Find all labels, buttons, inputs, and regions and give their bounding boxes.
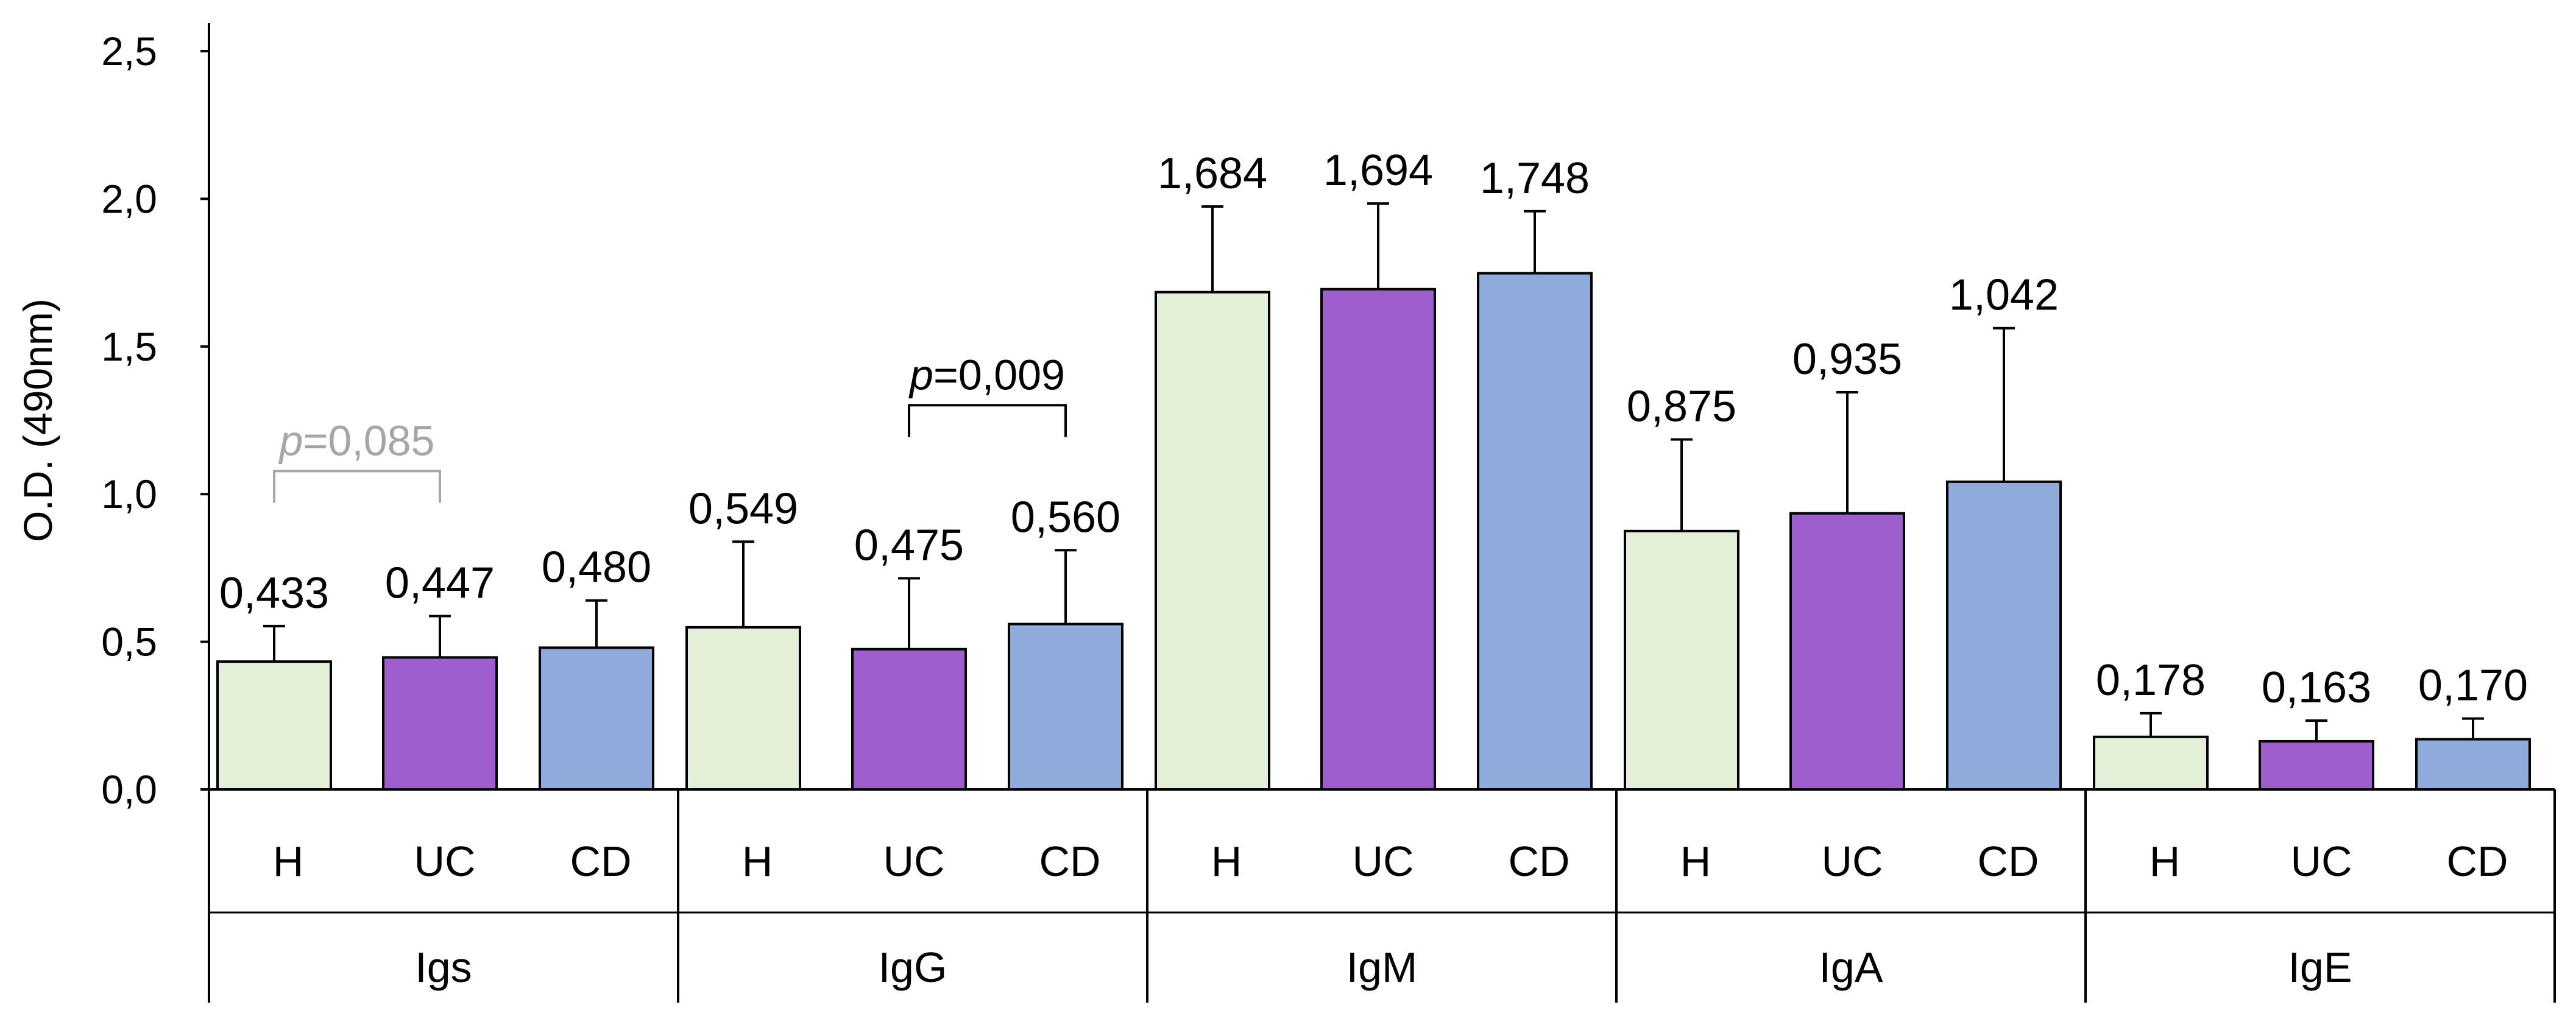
y-tick-label: 1,0 — [101, 471, 157, 517]
bar-igm-h — [1155, 291, 1270, 791]
category-label: UC — [1821, 838, 1883, 885]
data-label: 0,178 — [2096, 656, 2206, 705]
data-label: 0,875 — [1627, 383, 1736, 431]
category-label: H — [2150, 838, 2181, 885]
data-label: 1,684 — [1158, 149, 1267, 198]
bar-ige-cd — [2415, 738, 2531, 791]
bar-igm-uc — [1320, 288, 1436, 791]
bar-ige-h — [2093, 735, 2209, 791]
p-value-label: p=0,085 — [278, 417, 435, 464]
y-tick-label: 1,5 — [101, 324, 157, 369]
p-value: =0,009 — [933, 351, 1065, 398]
category-label: H — [742, 838, 773, 885]
labels: 0,433 H 0,447 UC 0,480 CD Igs 0,549 H 0,475 UC 0,56… — [219, 146, 2528, 991]
category-label: UC — [1352, 838, 1414, 885]
data-label: 0,170 — [2418, 662, 2528, 710]
p-symbol: p — [278, 417, 303, 464]
data-label: 0,475 — [854, 521, 964, 570]
group-label: Igs — [415, 944, 472, 991]
p-symbol: p — [908, 351, 933, 398]
bar-iga-cd — [1946, 480, 2062, 791]
data-label: 0,935 — [1792, 335, 1902, 384]
group-label: IgE — [2288, 944, 2352, 991]
data-label: 1,694 — [1323, 146, 1433, 195]
bar-igs-h — [216, 660, 332, 791]
y-tick-label: 0,0 — [101, 767, 157, 812]
category-label: UC — [2290, 838, 2352, 885]
axes: 0,0 0,5 1,0 1,5 2,0 2,5 O.D. (490nm) — [15, 23, 2556, 1003]
category-label: CD — [1508, 838, 1569, 885]
data-label: 1,042 — [1949, 271, 2059, 320]
category-label: H — [1211, 838, 1242, 885]
bracket-line — [908, 404, 1067, 437]
significance-bracket-1: p=0,009 — [908, 351, 1067, 437]
y-tick-label: 2,5 — [101, 29, 157, 74]
category-label: UC — [414, 838, 475, 885]
category-label: H — [273, 838, 304, 885]
bracket-line — [273, 470, 441, 503]
bar-igs-cd — [539, 646, 654, 791]
bar-igg-uc — [851, 648, 967, 791]
category-label: CD — [1039, 838, 1100, 885]
category-label: H — [1680, 838, 1711, 885]
data-label: 1,748 — [1480, 154, 1590, 203]
bar-igm-cd — [1477, 272, 1593, 791]
bar-iga-uc — [1789, 512, 1905, 791]
data-label: 0,480 — [542, 543, 651, 592]
y-tick-label: 0,5 — [101, 619, 157, 665]
y-tick-label: 2,0 — [101, 176, 157, 221]
bar-iga-h — [1624, 529, 1739, 791]
data-label: 0,560 — [1011, 493, 1120, 542]
data-label: 0,549 — [688, 484, 798, 533]
bar-ige-uc — [2259, 739, 2374, 791]
data-label: 0,433 — [219, 569, 329, 618]
bar-igs-uc — [382, 656, 498, 791]
data-label: 0,163 — [2262, 663, 2371, 712]
p-value-label: p=0,009 — [908, 351, 1065, 398]
category-label: CD — [1977, 838, 2039, 885]
data-label: 0,447 — [385, 559, 495, 607]
category-label: CD — [570, 838, 631, 885]
group-label: IgG — [879, 944, 947, 991]
y-axis-title: O.D. (490nm) — [15, 298, 60, 542]
group-label: IgM — [1346, 944, 1418, 991]
significance-bracket-0: p=0,085 — [273, 417, 441, 503]
category-label: UC — [883, 838, 944, 885]
category-label: CD — [2446, 838, 2508, 885]
group-label: IgA — [1819, 944, 1883, 991]
p-value: =0,085 — [303, 417, 434, 464]
bars — [216, 202, 2531, 791]
bar-igg-cd — [1008, 623, 1123, 791]
bar-igg-h — [685, 626, 801, 791]
